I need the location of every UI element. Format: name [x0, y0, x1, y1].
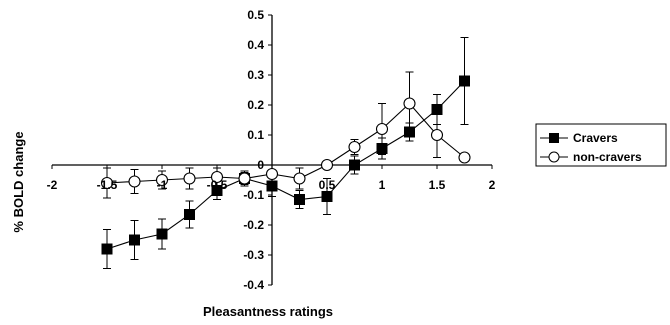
point-non-cravers: [100, 176, 114, 190]
point-non-cravers: [210, 170, 224, 184]
x-tick-label: 0: [269, 178, 276, 192]
point-non-cravers: [128, 175, 141, 188]
point-cravers: [349, 159, 360, 171]
y-tick-label: -0.1: [243, 188, 264, 202]
data-markers: [100, 75, 471, 255]
x-tick-label: 0.5: [319, 178, 336, 192]
tick-labels: -2 -1.5 -1 -0.5 0 0.5 1 1.5 2 -0.4 -0.3 -0.2 -0.1 0 0.…: [47, 8, 496, 292]
point-cravers: [156, 228, 168, 240]
y-tick-label: 0.5: [247, 8, 264, 22]
legend-label-non-cravers: non-cravers: [573, 150, 642, 164]
y-axis-title: % BOLD change: [11, 131, 26, 232]
legend: Cravers non-cravers: [535, 123, 667, 167]
point-cravers: [459, 75, 470, 87]
y-tick-label: 0.3: [247, 68, 264, 82]
point-non-cravers: [458, 151, 471, 164]
point-cravers: [431, 104, 443, 115]
point-non-cravers: [375, 122, 389, 136]
point-non-cravers: [155, 173, 169, 187]
point-non-cravers: [183, 172, 196, 185]
y-tick-label: 0.2: [247, 98, 264, 112]
point-non-cravers: [430, 128, 444, 142]
axes: [51, 14, 493, 286]
point-cravers: [184, 209, 195, 220]
x-tick-label: -1.5: [97, 178, 118, 192]
x-tick-label: -0.5: [207, 178, 228, 192]
point-non-cravers: [348, 140, 361, 154]
point-non-cravers: [238, 172, 251, 185]
point-cravers: [266, 180, 278, 192]
x-tick-label: -1: [157, 178, 168, 192]
point-cravers: [376, 143, 388, 154]
x-axis-title: Pleasantness ratings: [203, 304, 333, 319]
y-tick-label: 0.4: [247, 38, 264, 52]
x-tick-label: -2: [47, 178, 58, 192]
x-tick-label: 2: [489, 178, 496, 192]
legend-label-cravers: Cravers: [573, 131, 618, 145]
point-cravers: [101, 243, 113, 255]
point-non-cravers: [293, 172, 306, 185]
y-tick-label: -0.2: [243, 218, 264, 232]
point-non-cravers: [403, 97, 416, 110]
legend-marker-non-cravers: [548, 151, 560, 163]
y-tick-label: -0.3: [243, 248, 264, 262]
point-non-cravers: [320, 158, 334, 172]
point-cravers: [294, 194, 305, 205]
legend-marker-cravers: [549, 133, 559, 143]
y-tick-label: 0: [257, 158, 264, 172]
y-tick-label: -0.4: [243, 278, 264, 292]
point-cravers: [321, 191, 333, 202]
x-tick-label: 1: [379, 178, 386, 192]
x-tick-label: 1.5: [429, 178, 446, 192]
point-cravers: [211, 185, 223, 196]
point-non-cravers: [265, 167, 279, 181]
y-tick-label: 0.1: [247, 128, 264, 142]
point-cravers: [404, 126, 415, 138]
point-cravers: [129, 234, 140, 246]
